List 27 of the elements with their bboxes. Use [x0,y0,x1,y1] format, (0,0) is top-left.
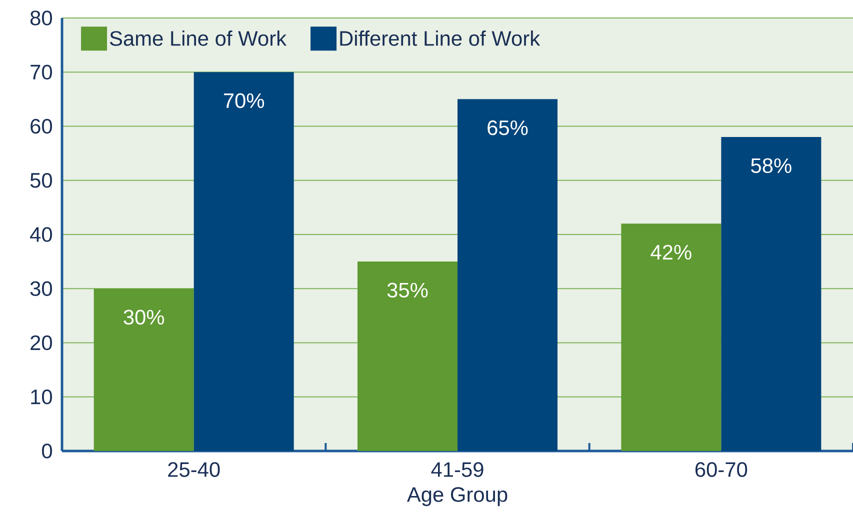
y-tick-label: 60 [30,118,52,134]
y-tick-label: 70 [30,64,52,80]
y-tick-label: 80 [30,10,52,26]
bar [94,288,194,451]
data-label: 65% [488,120,528,136]
data-label: 35% [387,282,428,298]
bar [458,99,558,451]
bar [194,72,294,451]
bar [721,137,822,451]
y-tick-label: 10 [31,389,52,404]
y-tick-label: 30 [30,281,52,296]
bar [358,262,458,451]
x-axis-title: Age Group [406,487,508,506]
legend-label: Same Line of Work [110,30,287,46]
y-tick-label: 0 [42,444,52,458]
y-tick-label: 40 [30,227,52,242]
y-tick-label: 50 [30,172,52,188]
data-label: 58% [751,158,792,174]
x-tick-label: 60-70 [695,462,748,477]
data-label: 42% [650,244,692,260]
data-label: 70% [224,93,264,108]
bar [621,224,722,451]
data-label: 30% [124,310,164,325]
x-tick-label: 41-59 [431,462,484,477]
x-tick-label: 25-40 [168,462,220,477]
legend-label: Different Line of Work [340,30,540,46]
y-tick-label: 20 [30,335,52,350]
